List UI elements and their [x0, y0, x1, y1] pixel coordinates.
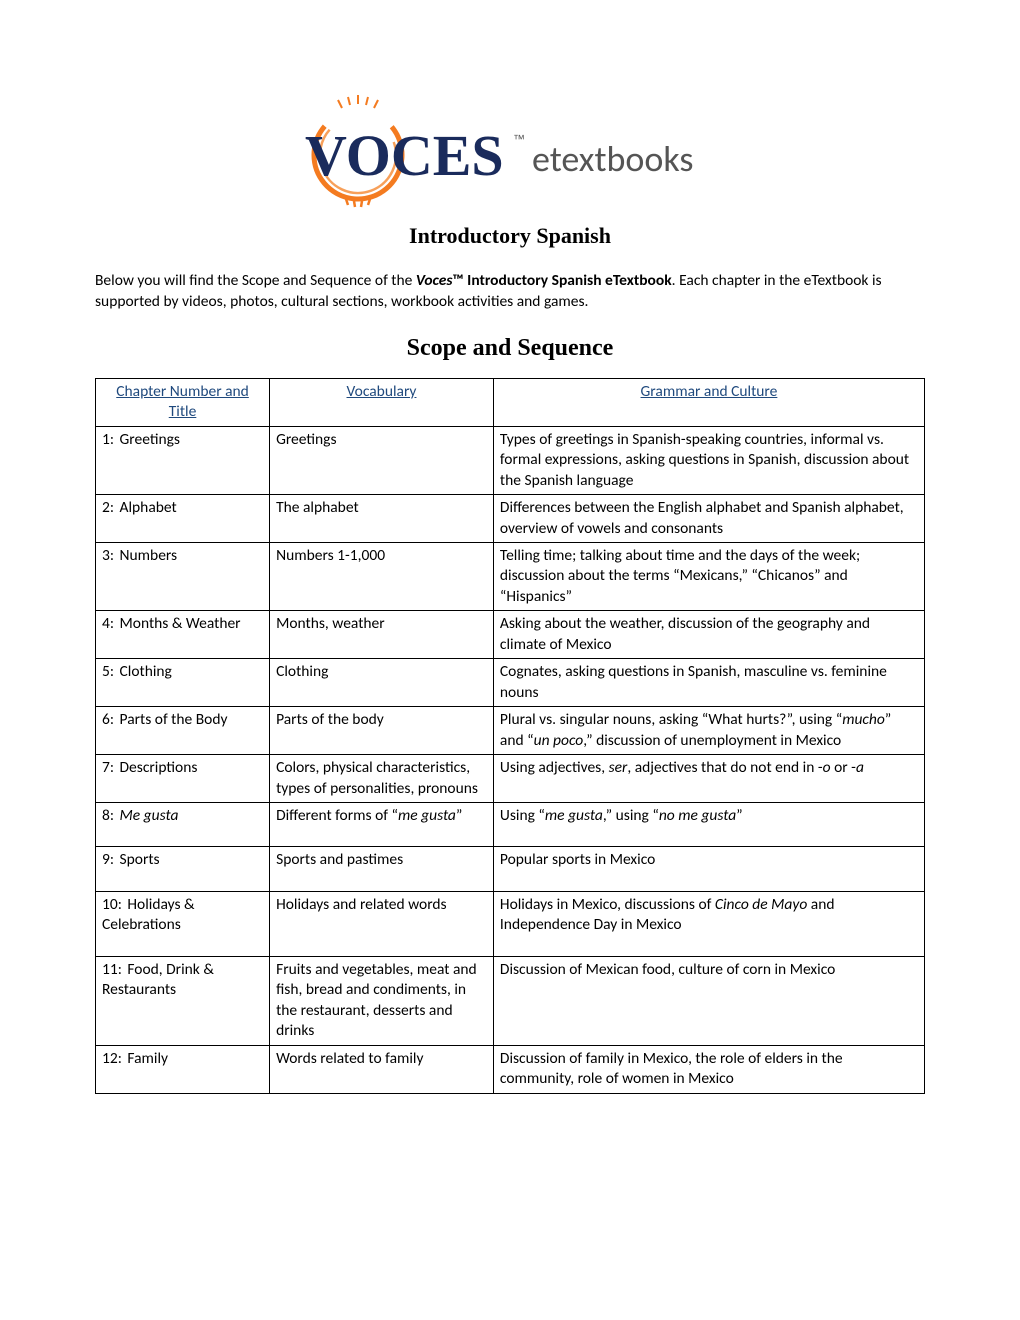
cell-chapter: 7: Descriptions — [96, 755, 270, 803]
cell-grammar: Discussion of family in Mexico, the role… — [493, 1045, 924, 1093]
table-row: 12: FamilyWords related to familyDiscuss… — [96, 1045, 925, 1093]
cell-vocab: Words related to family — [270, 1045, 494, 1093]
cell-vocab: Sports and pastimes — [270, 847, 494, 891]
cell-vocab: Holidays and related words — [270, 891, 494, 956]
voces-logo-svg: VOCES ™ etextbooks — [270, 95, 750, 210]
table-row: 4: Months & WeatherMonths, weatherAsking… — [96, 611, 925, 659]
intro-paragraph: Below you will find the Scope and Sequen… — [95, 271, 925, 313]
cell-chapter: 10: Holidays & Celebrations — [96, 891, 270, 956]
cell-chapter: 8: Me gusta — [96, 803, 270, 847]
cell-grammar: Cognates, asking questions in Spanish, m… — [493, 659, 924, 707]
etextbooks-text: etextbooks — [532, 137, 694, 181]
cell-grammar: Holidays in Mexico, discussions of Cinco… — [493, 891, 924, 956]
cell-chapter: 1: Greetings — [96, 426, 270, 494]
tm-text: ™ — [513, 132, 525, 146]
cell-chapter: 2: Alphabet — [96, 495, 270, 543]
cell-vocab: Clothing — [270, 659, 494, 707]
cell-chapter: 4: Months & Weather — [96, 611, 270, 659]
cell-vocab: Months, weather — [270, 611, 494, 659]
cell-grammar: Using adjectives, ser, adjectives that d… — [493, 755, 924, 803]
cell-vocab: Fruits and vegetables, meat and fish, br… — [270, 956, 494, 1045]
cell-chapter: 5: Clothing — [96, 659, 270, 707]
table-row: 2: AlphabetThe alphabetDifferences betwe… — [96, 495, 925, 543]
course-subtitle: Introductory Spanish — [95, 223, 925, 249]
table-row: 5: ClothingClothingCognates, asking ques… — [96, 659, 925, 707]
table-row: 10: Holidays & CelebrationsHolidays and … — [96, 891, 925, 956]
cell-grammar: Discussion of Mexican food, culture of c… — [493, 956, 924, 1045]
cell-vocab: Numbers 1-1,000 — [270, 543, 494, 611]
header-vocab: Vocabulary — [270, 378, 494, 426]
header-grammar: Grammar and Culture — [493, 378, 924, 426]
voces-text: VOCES — [305, 123, 504, 188]
scope-sequence-table: Chapter Number and Title Vocabulary Gram… — [95, 378, 925, 1094]
cell-chapter: 6: Parts of the Body — [96, 707, 270, 755]
table-row: 8: Me gustaDifferent forms of “me gusta”… — [96, 803, 925, 847]
table-header-row: Chapter Number and Title Vocabulary Gram… — [96, 378, 925, 426]
table-row: 9: SportsSports and pastimesPopular spor… — [96, 847, 925, 891]
cell-grammar: Types of greetings in Spanish-speaking c… — [493, 426, 924, 494]
cell-chapter: 11: Food, Drink & Restaurants — [96, 956, 270, 1045]
cell-grammar: Plural vs. singular nouns, asking “What … — [493, 707, 924, 755]
header-chapter: Chapter Number and Title — [96, 378, 270, 426]
cell-grammar: Popular sports in Mexico — [493, 847, 924, 891]
cell-vocab: Different forms of “me gusta” — [270, 803, 494, 847]
cell-vocab: The alphabet — [270, 495, 494, 543]
section-heading: Scope and Sequence — [95, 335, 925, 362]
cell-vocab: Parts of the body — [270, 707, 494, 755]
cell-chapter: 3: Numbers — [96, 543, 270, 611]
table-row: 1: GreetingsGreetingsTypes of greetings … — [96, 426, 925, 494]
table-row: 7: DescriptionsColors, physical characte… — [96, 755, 925, 803]
cell-chapter: 9: Sports — [96, 847, 270, 891]
table-row: 6: Parts of the BodyParts of the bodyPlu… — [96, 707, 925, 755]
logo: VOCES ™ etextbooks — [95, 95, 925, 215]
cell-vocab: Colors, physical characteristics, types … — [270, 755, 494, 803]
cell-grammar: Telling time; talking about time and the… — [493, 543, 924, 611]
cell-grammar: Asking about the weather, discussion of … — [493, 611, 924, 659]
cell-grammar: Differences between the English alphabet… — [493, 495, 924, 543]
cell-grammar: Using “me gusta,” using “no me gusta” — [493, 803, 924, 847]
cell-vocab: Greetings — [270, 426, 494, 494]
cell-chapter: 12: Family — [96, 1045, 270, 1093]
table-row: 11: Food, Drink & RestaurantsFruits and … — [96, 956, 925, 1045]
table-row: 3: NumbersNumbers 1-1,000Telling time; t… — [96, 543, 925, 611]
